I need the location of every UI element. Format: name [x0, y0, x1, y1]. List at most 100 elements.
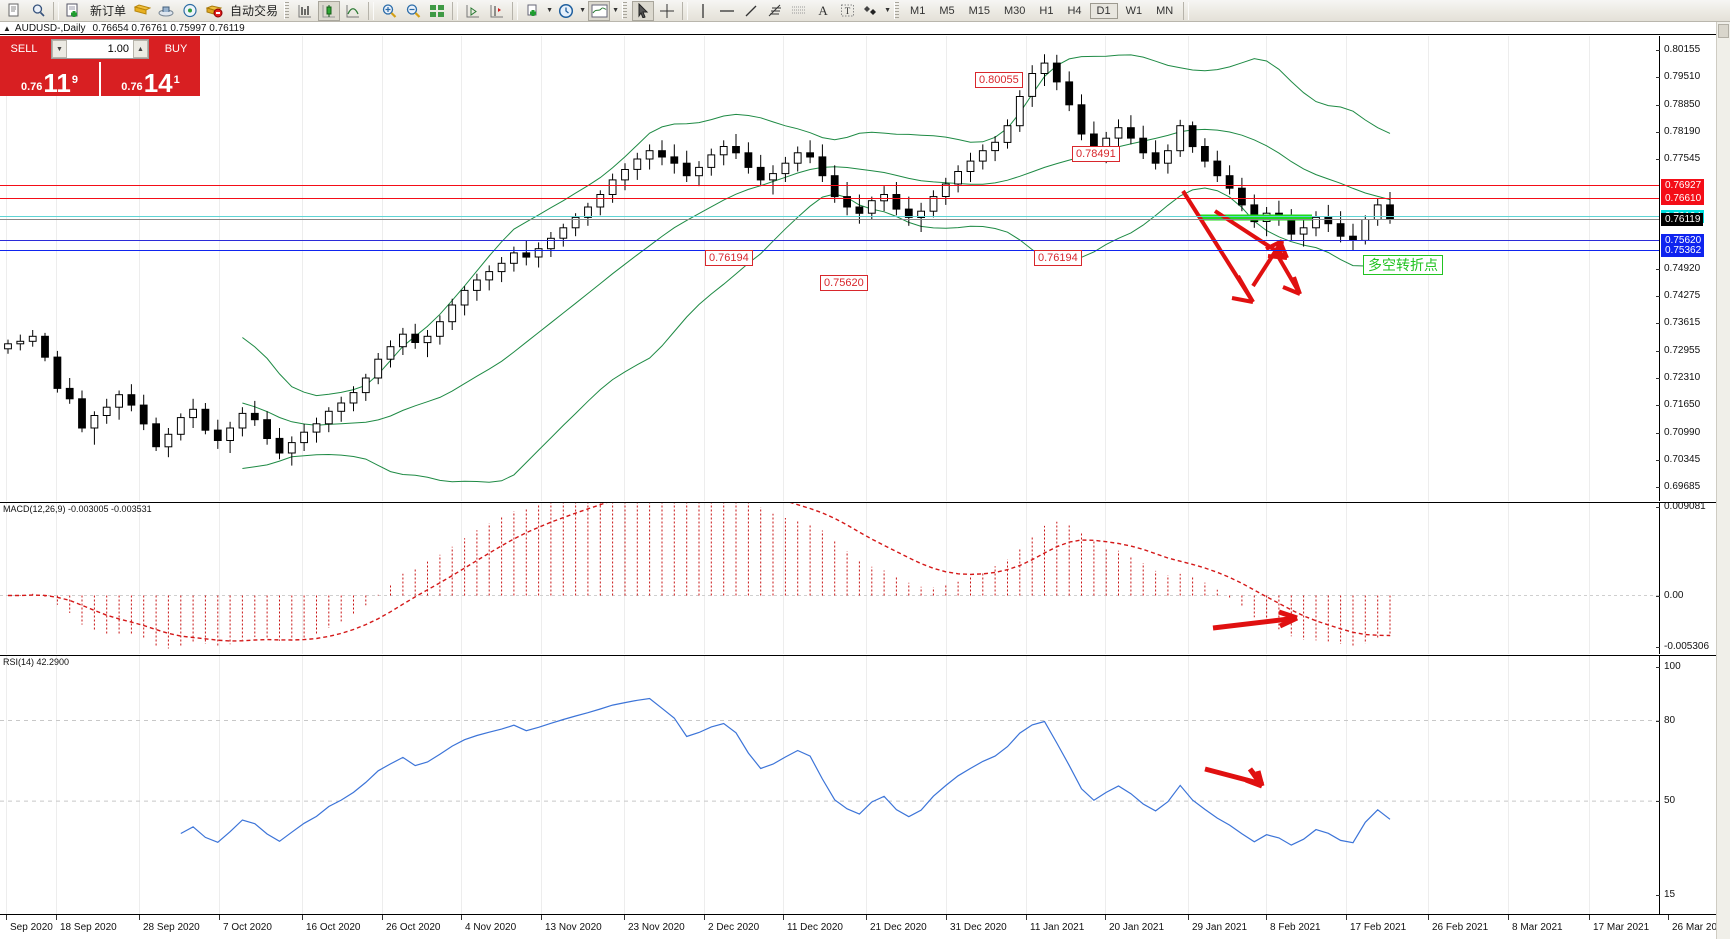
timeframe-m5[interactable]: M5 [939, 4, 955, 17]
time-tick [946, 915, 947, 920]
volume-increase-icon[interactable]: ▲ [133, 40, 148, 58]
price-annotation[interactable]: 0.76194 [705, 250, 753, 266]
horizontal-line-icon[interactable] [716, 1, 738, 21]
buy-button[interactable]: 0.76 14 1 [99, 62, 200, 96]
price-level-badge: 0.76610 [1661, 192, 1705, 206]
macd-axis-label: -0.005306 [1664, 641, 1710, 653]
new-order-icon[interactable] [63, 1, 85, 21]
bar-chart-icon[interactable] [294, 1, 316, 21]
time-gridline [382, 36, 383, 501]
chevron-down-icon[interactable]: ▼ [884, 7, 891, 14]
period-clock-icon[interactable] [555, 1, 577, 21]
rsi-pane[interactable]: RSI(14) 42.2900 100 80 50 15 [0, 655, 1730, 914]
time-gridline [1428, 503, 1429, 654]
time-gridline [302, 656, 303, 914]
collapse-icon[interactable]: ▲ [3, 23, 11, 33]
time-gridline [302, 503, 303, 654]
price-chart-pane[interactable]: 0.80155 0.79510 0.78850 0.78190 0.77545 0.749… [0, 36, 1730, 501]
shift-end-icon[interactable] [486, 1, 508, 21]
zoom-out-icon[interactable] [402, 1, 424, 21]
macd-pane[interactable]: MACD(12,26,9) -0.003005 -0.003531 0.0090… [0, 501, 1730, 654]
time-tick [1589, 915, 1590, 920]
shift-start-icon[interactable] [462, 1, 484, 21]
time-gridline [1428, 656, 1429, 914]
templates-icon[interactable] [588, 0, 611, 21]
autotrading-label[interactable]: 自动交易 [230, 4, 279, 18]
time-gridline [461, 503, 462, 654]
rsi-canvas[interactable] [0, 656, 1659, 914]
timeframe-h1[interactable]: H1 [1039, 4, 1054, 17]
signal-icon[interactable] [179, 1, 201, 21]
chevron-down-icon[interactable]: ▼ [612, 7, 619, 14]
price-annotation[interactable]: 0.76194 [1034, 250, 1082, 266]
autotrading-icon[interactable] [203, 1, 225, 21]
volume-dropdown-icon[interactable]: ▼ [52, 40, 67, 58]
document-icon[interactable] [3, 1, 25, 21]
toolbar-grip[interactable] [284, 2, 290, 19]
price-annotation[interactable]: 0.78491 [1072, 146, 1120, 162]
buy-price-base: 0.76 [121, 81, 143, 93]
text-icon[interactable]: T [836, 1, 858, 21]
channel-icon[interactable] [788, 1, 810, 21]
magnifier-icon[interactable] [27, 1, 49, 21]
candlestick-chart-icon[interactable] [318, 0, 341, 21]
chevron-down-icon[interactable]: ▼ [579, 7, 586, 14]
toolbar-separator [368, 1, 375, 20]
timeframe-m1[interactable]: M1 [910, 4, 926, 17]
publisher-icon[interactable] [155, 1, 177, 21]
toolbar-grip[interactable] [622, 2, 628, 19]
trendline-icon[interactable] [740, 1, 762, 21]
time-gridline [1346, 36, 1347, 501]
line-chart-icon[interactable] [342, 1, 364, 21]
vertical-scrollbar[interactable] [1716, 22, 1730, 939]
time-gridline [541, 36, 542, 501]
timeframe-w1[interactable]: W1 [1125, 4, 1143, 17]
time-axis-label: 8 Feb 2021 [1270, 922, 1321, 933]
time-tick [56, 915, 57, 920]
one-click-trading-panel[interactable]: SELL ▼ 1.00 ▲ BUY 0.76 11 9 0.76 14 1 [0, 36, 200, 96]
price-chart-canvas[interactable] [0, 36, 1659, 501]
text-label-icon[interactable]: A [818, 2, 828, 18]
shapes-icon[interactable] [860, 1, 882, 21]
new-order-label[interactable]: 新订单 [90, 4, 127, 18]
chevron-down-icon[interactable]: ▼ [546, 7, 553, 14]
time-gridline [1346, 656, 1347, 914]
vertical-line-icon[interactable] [692, 1, 714, 21]
timeframe-m15[interactable]: M15 [968, 4, 990, 17]
timeframe-mn[interactable]: MN [1156, 4, 1174, 17]
timeframe-h4[interactable]: H4 [1067, 4, 1082, 17]
price-annotation[interactable]: 0.80055 [975, 72, 1023, 88]
data-window-icon[interactable] [426, 1, 448, 21]
chart-note[interactable]: 多空转折点 [1363, 255, 1443, 275]
fibo-icon[interactable] [764, 1, 786, 21]
timeframe-m30[interactable]: M30 [1004, 4, 1026, 17]
volume-input[interactable]: ▼ 1.00 ▲ [51, 39, 149, 59]
time-gridline [783, 36, 784, 501]
toolbar-separator [512, 1, 519, 20]
price-tick [1656, 295, 1660, 297]
toolbar-grip[interactable] [894, 2, 900, 19]
time-axis[interactable]: Sep 2020 18 Sep 2020 28 Sep 2020 7 Oct 2020… [0, 914, 1730, 939]
folder-icon[interactable] [131, 1, 153, 21]
timeframe-d1[interactable]: D1 [1089, 2, 1118, 19]
scrollbar-thumb[interactable] [1718, 24, 1729, 38]
toolbar-separator [682, 1, 689, 20]
time-tick [624, 915, 625, 920]
cursor-icon[interactable] [632, 0, 655, 21]
price-level-line [0, 239, 1659, 241]
zoom-in-icon[interactable] [378, 1, 400, 21]
indicators-add-icon[interactable] [522, 1, 544, 21]
time-tick [704, 915, 705, 920]
time-gridline [1188, 36, 1189, 501]
price-level-badge: 0.75362 [1661, 244, 1705, 258]
time-axis-label: 17 Feb 2021 [1350, 922, 1407, 933]
rsi-tick [1656, 666, 1660, 668]
sell-price-big: 11 [43, 68, 71, 98]
time-tick [302, 915, 303, 920]
price-annotation[interactable]: 0.75620 [820, 275, 868, 291]
time-gridline [1508, 36, 1509, 501]
time-gridline [1266, 503, 1267, 654]
macd-canvas[interactable] [0, 503, 1659, 654]
crosshair-icon[interactable] [656, 1, 678, 21]
sell-button[interactable]: 0.76 11 9 [0, 62, 99, 96]
